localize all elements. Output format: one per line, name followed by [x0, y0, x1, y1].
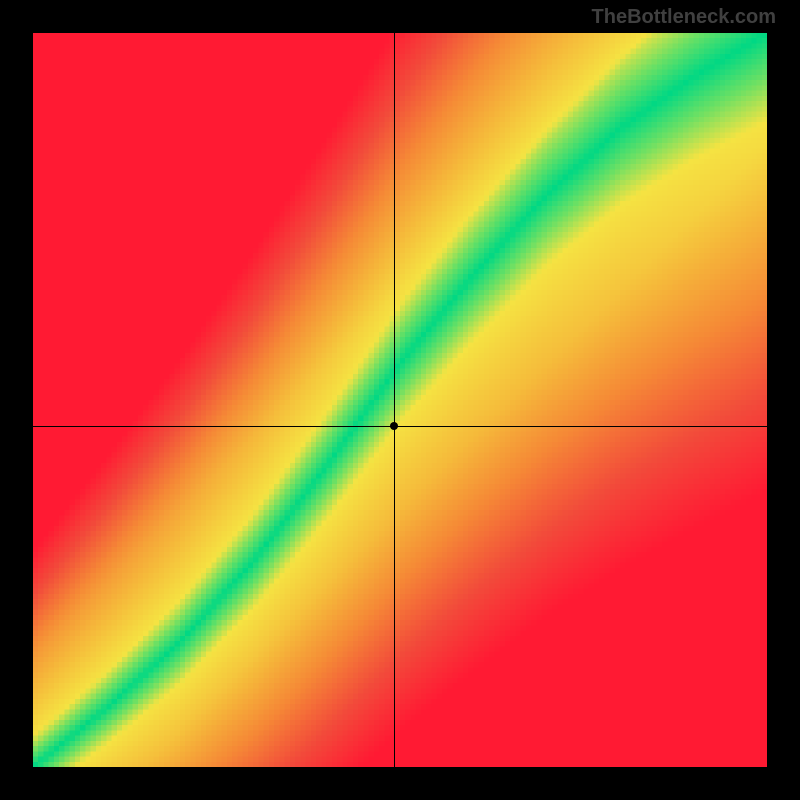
heatmap-canvas	[33, 33, 767, 767]
watermark-text: TheBottleneck.com	[592, 6, 776, 29]
crosshair-vertical	[394, 33, 395, 767]
crosshair-marker	[390, 422, 398, 430]
plot-area	[33, 33, 767, 767]
crosshair-horizontal	[33, 426, 767, 427]
